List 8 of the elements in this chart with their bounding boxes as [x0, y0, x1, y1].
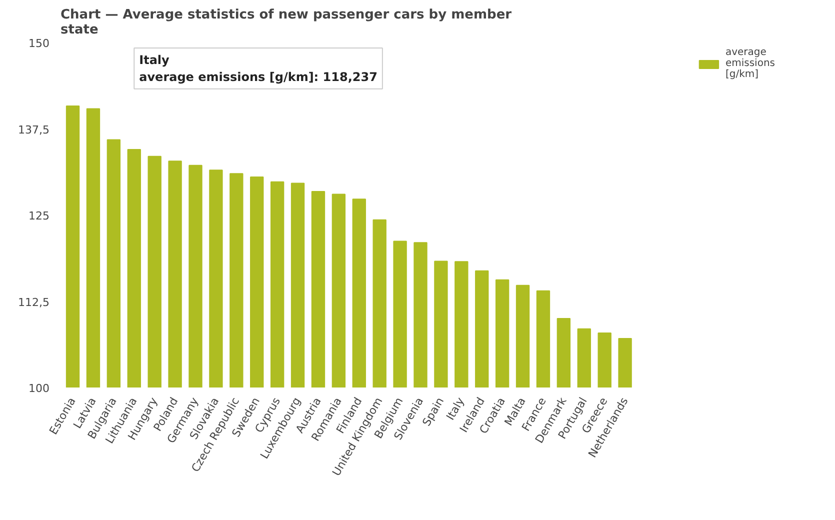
chart-title: Chart — Average statistics of new passenger cars by member state — [60, 8, 512, 38]
y-tick-label: 100 — [28, 382, 50, 395]
y-tick-label: 112,5 — [18, 296, 50, 309]
legend-label: average emissions [g/km] — [725, 47, 775, 80]
y-tick-label: 150 — [28, 37, 50, 50]
y-tick-label: 125 — [28, 210, 50, 222]
annotation: Italy average emissions [g/km]: 118,237 — [139, 53, 378, 84]
y-tick-label: 137,5 — [18, 123, 50, 136]
